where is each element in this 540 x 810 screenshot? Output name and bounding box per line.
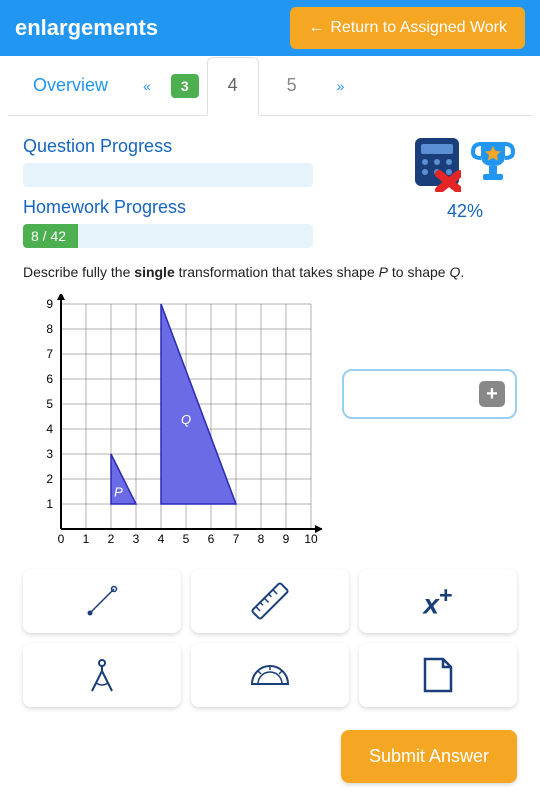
protractor-icon	[248, 660, 292, 690]
svg-text:3: 3	[46, 447, 53, 461]
svg-text:Q: Q	[181, 412, 191, 427]
submit-button[interactable]: Submit Answer	[341, 730, 517, 783]
tab-4[interactable]: 4	[207, 57, 259, 116]
svg-text:P: P	[114, 485, 123, 500]
percent-label: 42%	[447, 201, 483, 222]
homework-progress-fill: 8 / 42	[23, 224, 78, 248]
question-progress-bar	[23, 163, 313, 187]
svg-text:0: 0	[58, 532, 65, 546]
tab-prev[interactable]: «	[131, 78, 163, 94]
svg-text:1: 1	[46, 497, 53, 511]
line-tool-button[interactable]	[23, 569, 181, 633]
svg-text:1: 1	[83, 532, 90, 546]
svg-text:8: 8	[258, 532, 265, 546]
page-title: enlargements	[15, 15, 290, 41]
svg-text:5: 5	[183, 532, 190, 546]
answer-input[interactable]: +	[342, 369, 517, 419]
coordinate-chart: PQ012345678910123456789xy	[23, 294, 322, 549]
homework-progress-bar: 8 / 42	[23, 224, 313, 248]
arrow-left-icon: ←	[308, 19, 324, 37]
header: enlargements ← Return to Assigned Work	[0, 0, 540, 56]
svg-text:10: 10	[304, 532, 318, 546]
progress-right: 42%	[413, 136, 517, 248]
x-plus-icon: x+	[423, 582, 452, 620]
ruler-icon	[248, 579, 292, 623]
return-label: Return to Assigned Work	[330, 19, 507, 37]
svg-text:3: 3	[133, 532, 140, 546]
svg-text:4: 4	[158, 532, 165, 546]
icons-row	[413, 136, 517, 197]
plus-icon[interactable]: +	[479, 381, 505, 407]
calculator-icon[interactable]	[413, 136, 461, 197]
submit-area: Submit Answer	[8, 715, 532, 798]
svg-text:2: 2	[108, 532, 115, 546]
ruler-tool-button[interactable]	[191, 569, 349, 633]
homework-progress-label: Homework Progress	[23, 197, 398, 218]
question-progress-label: Question Progress	[23, 136, 398, 157]
svg-text:6: 6	[208, 532, 215, 546]
svg-text:8: 8	[46, 322, 53, 336]
svg-text:9: 9	[283, 532, 290, 546]
progress-left: Question Progress Homework Progress 8 / …	[23, 136, 398, 248]
svg-text:4: 4	[46, 422, 53, 436]
protractor-tool-button[interactable]	[191, 643, 349, 707]
tab-5[interactable]: 5	[267, 56, 317, 115]
progress-area: Question Progress Homework Progress 8 / …	[8, 116, 532, 258]
tabs: Overview « 3 4 5 »	[8, 56, 532, 116]
svg-text:7: 7	[46, 347, 53, 361]
tab-overview[interactable]: Overview	[18, 75, 123, 96]
svg-text:7: 7	[233, 532, 240, 546]
svg-text:9: 9	[46, 297, 53, 311]
graph-area: PQ012345678910123456789xy +	[8, 286, 532, 561]
tool-grid: x+	[8, 561, 532, 715]
tab-next[interactable]: »	[325, 78, 357, 94]
compass-tool-button[interactable]	[23, 643, 181, 707]
content: Overview « 3 4 5 » Question Progress Hom…	[0, 56, 540, 798]
exponent-tool-button[interactable]: x+	[359, 569, 517, 633]
compass-icon	[82, 655, 122, 695]
trophy-icon[interactable]	[469, 136, 517, 189]
return-button[interactable]: ← Return to Assigned Work	[290, 7, 525, 49]
svg-text:5: 5	[46, 397, 53, 411]
tab-3[interactable]: 3	[171, 74, 199, 98]
svg-text:6: 6	[46, 372, 53, 386]
document-tool-button[interactable]	[359, 643, 517, 707]
line-icon	[82, 581, 122, 621]
svg-text:2: 2	[46, 472, 53, 486]
question-text: Describe fully the single transformation…	[8, 258, 532, 286]
document-icon	[421, 655, 455, 695]
